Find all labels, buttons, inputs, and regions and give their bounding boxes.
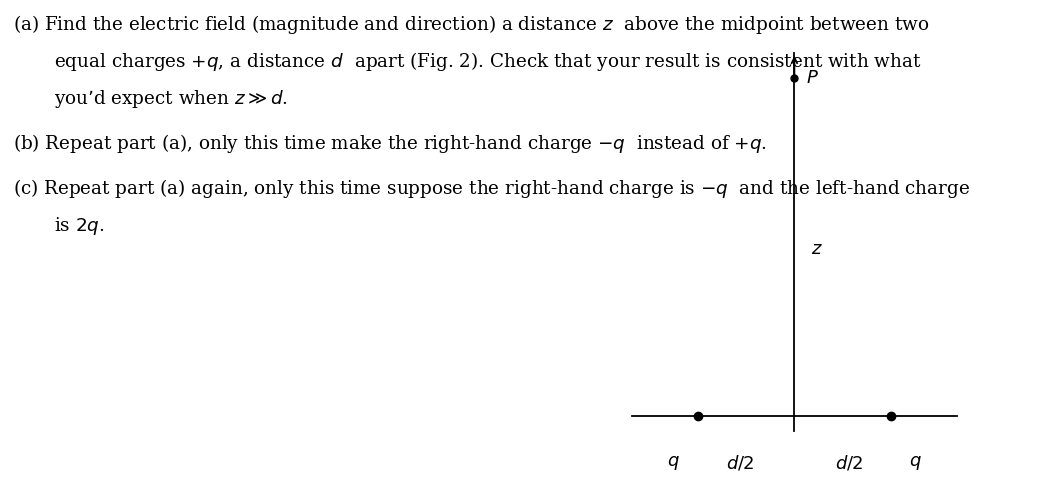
Text: $d/2$: $d/2$ <box>725 454 755 473</box>
Text: you’d expect when $z \gg d$.: you’d expect when $z \gg d$. <box>54 88 288 110</box>
Text: $q$: $q$ <box>909 454 921 472</box>
Text: equal charges $+q$, a distance $d$  apart (Fig. 2). Check that your result is co: equal charges $+q$, a distance $d$ apart… <box>54 50 922 74</box>
Text: $d/2$: $d/2$ <box>834 454 864 473</box>
Text: is $2q$.: is $2q$. <box>54 215 105 237</box>
Text: $P$: $P$ <box>806 69 818 87</box>
Text: (b) Repeat part (a), only this time make the right-hand charge $-q$  instead of : (b) Repeat part (a), only this time make… <box>13 132 767 155</box>
Text: $z$: $z$ <box>811 240 823 259</box>
Text: (a) Find the electric field (magnitude and direction) a distance $z$  above the : (a) Find the electric field (magnitude a… <box>13 13 930 36</box>
Text: (c) Repeat part (a) again, only this time suppose the right-hand charge is $-q$ : (c) Repeat part (a) again, only this tim… <box>13 177 969 201</box>
Text: $q$: $q$ <box>668 454 680 472</box>
